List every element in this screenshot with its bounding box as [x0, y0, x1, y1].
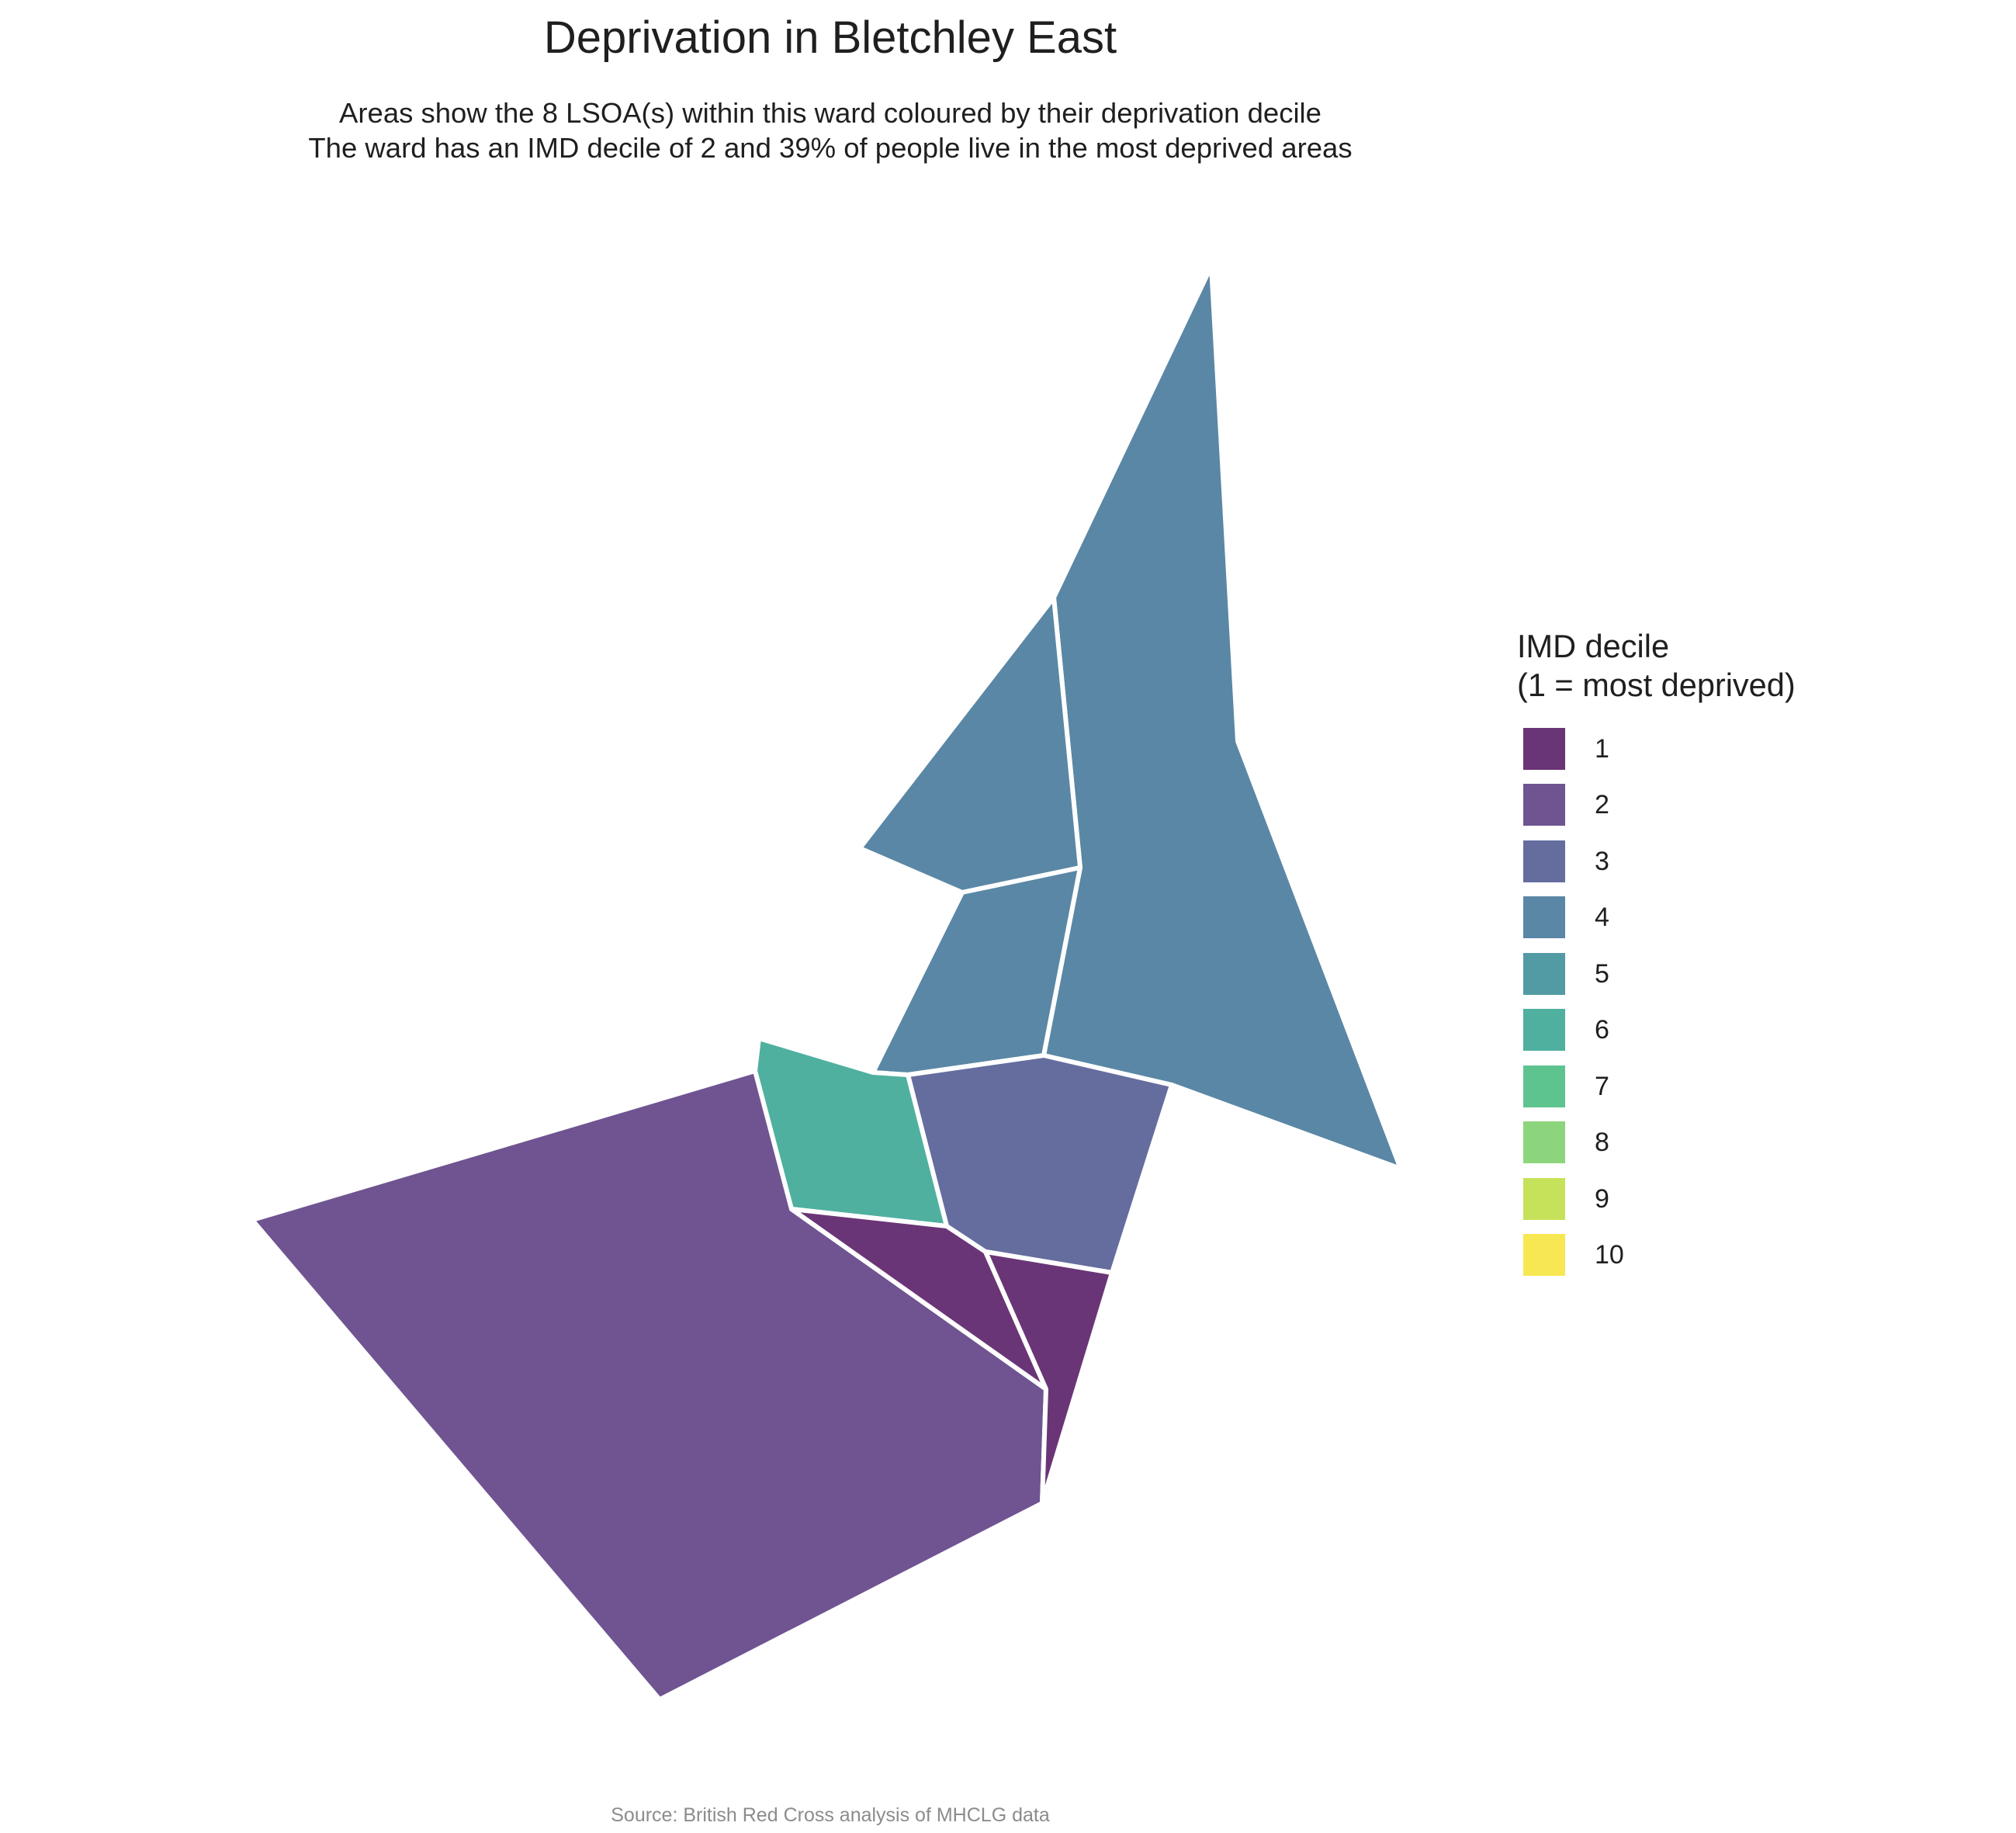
legend-item-10: 10 [1517, 1234, 1750, 1277]
map-subtitle-line-1: Areas show the 8 LSOA(s) within this war… [339, 97, 1321, 129]
legend-key-9 [1523, 1178, 1565, 1220]
legend-key-6 [1523, 1009, 1565, 1051]
legend-key-10 [1523, 1234, 1565, 1276]
legend-label-5: 5 [1595, 959, 1609, 989]
lsoa-area-south-east [983, 1249, 1114, 1506]
legend: IMD decile (1 = most deprived) 1 2 3 4 5… [1517, 627, 1952, 1276]
legend-key-7 [1523, 1065, 1565, 1107]
map-subtitle-line-2: The ward has an IMD decile of 2 and 39% … [308, 132, 1353, 164]
legend-key-5 [1523, 953, 1565, 995]
legend-title-line-2: (1 = most deprived) [1517, 667, 1796, 703]
legend-key-4 [1523, 896, 1565, 938]
legend-label-7: 7 [1595, 1072, 1609, 1101]
legend-label-1: 1 [1595, 734, 1609, 764]
legend-item-8: 8 [1517, 1121, 1750, 1165]
legend-title-line-1: IMD decile [1517, 628, 1670, 664]
legend-label-2: 2 [1595, 790, 1609, 819]
legend-key-2 [1523, 784, 1565, 826]
legend-label-4: 4 [1595, 903, 1609, 932]
legend-item-2: 2 [1517, 784, 1750, 827]
legend-item-7: 7 [1517, 1065, 1750, 1109]
legend-label-9: 9 [1595, 1184, 1609, 1214]
legend-item-3: 3 [1517, 840, 1750, 884]
legend-item-6: 6 [1517, 1009, 1750, 1052]
legend-item-9: 9 [1517, 1178, 1750, 1221]
legend-key-8 [1523, 1121, 1565, 1163]
legend-label-10: 10 [1595, 1240, 1624, 1270]
source-caption: Source: British Red Cross analysis of MH… [611, 1804, 1050, 1826]
map-title: Deprivation in Bletchley East [543, 12, 1117, 63]
legend-item-1: 1 [1517, 728, 1750, 771]
legend-label-3: 3 [1595, 847, 1609, 876]
legend-title: IMD decile (1 = most deprived) [1517, 627, 1952, 705]
legend-item-4: 4 [1517, 896, 1750, 940]
lsoa-area-north-east [1041, 264, 1403, 1171]
legend-key-3 [1523, 840, 1565, 882]
lsoa-area-north-west [857, 595, 1082, 895]
legend-label-8: 8 [1595, 1128, 1609, 1157]
legend-label-6: 6 [1595, 1015, 1609, 1045]
legend-key-1 [1523, 728, 1565, 770]
legend-item-5: 5 [1517, 953, 1750, 996]
